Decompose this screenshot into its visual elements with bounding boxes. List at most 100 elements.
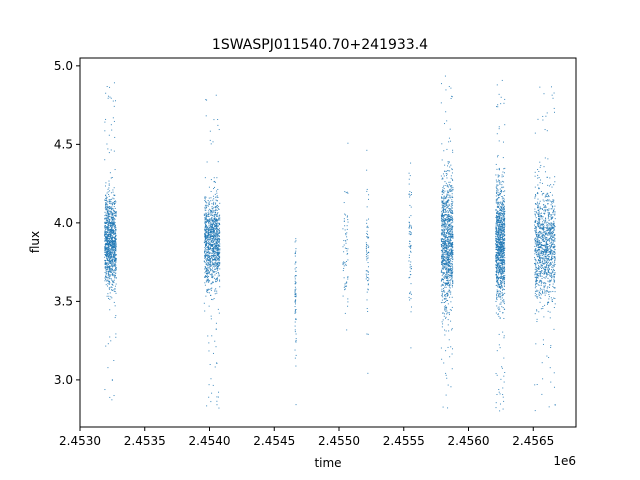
data-point — [499, 286, 501, 288]
data-point — [104, 217, 106, 219]
data-point — [501, 254, 503, 256]
data-point — [448, 290, 450, 292]
data-point — [447, 228, 449, 230]
data-point — [535, 229, 537, 231]
data-point — [209, 252, 211, 254]
data-point — [106, 208, 108, 210]
data-point — [210, 237, 212, 239]
data-point — [217, 219, 219, 221]
data-point — [216, 223, 218, 225]
data-point — [107, 224, 109, 226]
data-point — [216, 247, 218, 249]
data-point — [104, 234, 106, 236]
data-point — [444, 170, 446, 172]
data-point — [448, 282, 450, 284]
data-point — [502, 307, 504, 309]
data-point — [212, 271, 214, 273]
data-point — [105, 278, 107, 280]
data-point — [110, 252, 112, 254]
data-point — [215, 259, 217, 261]
data-point — [498, 296, 500, 298]
data-point — [500, 251, 502, 253]
data-point — [114, 240, 116, 242]
data-point — [504, 219, 505, 221]
data-point — [450, 263, 452, 265]
data-point — [498, 235, 500, 237]
data-point — [499, 249, 501, 251]
data-point — [449, 243, 451, 245]
data-point — [504, 263, 506, 265]
data-point — [210, 234, 212, 236]
data-point — [503, 211, 505, 213]
data-point — [504, 244, 505, 246]
data-point — [209, 222, 211, 224]
data-point — [346, 281, 348, 283]
data-point — [539, 242, 541, 244]
data-point — [112, 100, 114, 102]
data-point — [294, 311, 296, 313]
data-point — [501, 263, 503, 265]
data-point — [496, 199, 498, 201]
data-point — [111, 177, 113, 179]
data-point — [109, 242, 111, 244]
data-point — [543, 285, 545, 287]
data-point — [207, 236, 209, 238]
data-point — [543, 272, 545, 274]
data-point — [212, 299, 214, 301]
data-point — [105, 236, 107, 237]
data-point — [495, 209, 497, 211]
data-point — [503, 219, 505, 221]
data-point — [503, 242, 505, 244]
data-point — [496, 214, 498, 216]
data-point — [496, 241, 498, 243]
data-point — [443, 315, 445, 317]
data-point — [110, 296, 112, 298]
data-point — [107, 201, 109, 203]
data-point — [496, 198, 498, 200]
data-point — [211, 238, 213, 240]
data-point — [111, 238, 113, 240]
data-point — [109, 233, 111, 235]
data-point — [499, 216, 501, 218]
data-point — [214, 255, 216, 257]
data-point — [449, 238, 451, 240]
data-point — [450, 274, 452, 276]
data-point — [216, 268, 218, 270]
data-point — [500, 96, 502, 98]
data-point — [114, 136, 116, 138]
data-point — [347, 278, 349, 280]
data-point — [107, 259, 109, 261]
data-point — [208, 247, 210, 249]
data-point — [450, 293, 452, 295]
data-point — [504, 308, 506, 310]
data-point — [212, 228, 214, 230]
data-point — [342, 262, 344, 264]
data-point — [448, 255, 450, 257]
data-point — [206, 247, 208, 249]
data-point — [496, 245, 498, 247]
data-point — [105, 238, 107, 240]
data-point — [499, 253, 501, 255]
data-point — [219, 217, 221, 219]
data-point — [294, 275, 296, 277]
data-point — [535, 251, 537, 253]
data-point — [443, 219, 445, 221]
data-point — [106, 262, 108, 264]
data-point — [495, 407, 497, 409]
data-point — [499, 252, 501, 254]
data-point — [535, 260, 537, 262]
data-point — [110, 246, 112, 248]
data-point — [347, 259, 349, 261]
data-point — [499, 265, 501, 267]
data-point — [109, 96, 111, 98]
data-point — [544, 129, 546, 131]
data-point — [501, 241, 503, 243]
data-point — [108, 187, 110, 189]
data-point — [209, 223, 211, 225]
data-point — [344, 261, 346, 263]
data-point — [107, 217, 109, 219]
data-point — [110, 242, 112, 244]
data-point — [106, 271, 108, 273]
data-point — [449, 166, 451, 168]
data-point — [109, 248, 111, 250]
